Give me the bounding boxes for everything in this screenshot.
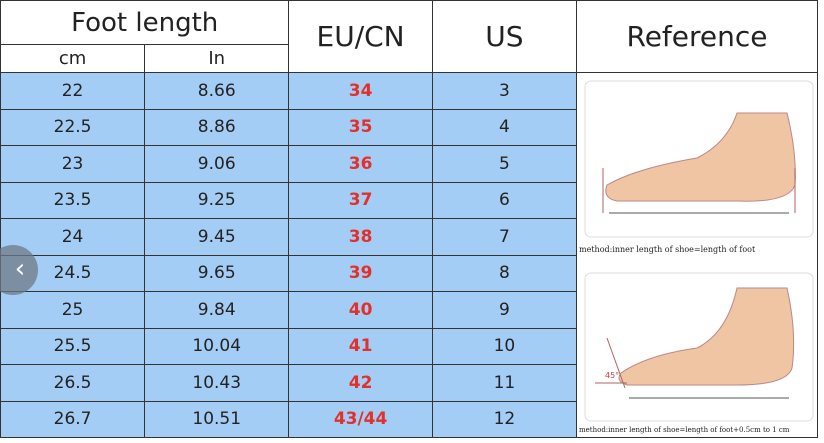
cell-us: 11 [431, 364, 578, 402]
cell-in: 10.43 [144, 364, 290, 402]
reference-illustration: 45° method:inner length of shoe=length o… [577, 73, 817, 437]
cell-in: 9.45 [144, 218, 290, 256]
cell-eu: 42 [288, 364, 433, 402]
cell-in: 8.66 [144, 72, 290, 110]
cell-eu: 41 [288, 327, 433, 365]
table-row: 22.5 8.86 35 4 [0, 108, 818, 146]
header-foot-length: Foot length [0, 0, 290, 45]
cell-cm: 25.5 [0, 327, 146, 365]
cell-cm: 22.5 [0, 108, 146, 146]
cell-in: 9.65 [144, 254, 290, 292]
cell-eu: 37 [288, 181, 433, 219]
cell-eu: 34 [288, 72, 433, 110]
cell-eu: 40 [288, 291, 433, 329]
reference-cell: 45° method:inner length of shoe=length o… [576, 72, 818, 438]
cell-cm: 26.7 [0, 400, 146, 438]
cell-us: 12 [431, 400, 578, 438]
header-in: In [144, 44, 290, 73]
foot-measurement-icon: 45° [584, 80, 814, 422]
cell-cm: 26.5 [0, 364, 146, 402]
cell-eu: 35 [288, 108, 433, 146]
table-row: 26.7 10.51 43/44 12 [0, 400, 818, 438]
table-row: 22 8.66 34 3 45° method:inner length of sho… [0, 72, 818, 438]
cell-us: 6 [431, 181, 578, 219]
table-row: 25.5 10.04 41 10 [0, 327, 818, 365]
header-reference: Reference [576, 0, 818, 73]
cell-us: 7 [431, 218, 578, 256]
table-row: 24.5 9.65 39 8 [0, 254, 818, 292]
cell-eu: 38 [288, 218, 433, 256]
table-row: 25 9.84 40 9 [0, 291, 818, 329]
cell-us: 3 [431, 72, 578, 110]
angle-label: 45° [605, 371, 619, 380]
cell-in: 10.51 [144, 400, 290, 438]
cell-cm: 25 [0, 291, 146, 329]
cell-in: 9.06 [144, 145, 290, 183]
header-eu-cn: EU/CN [288, 0, 433, 73]
cell-us: 4 [431, 108, 578, 146]
cell-in: 9.84 [144, 291, 290, 329]
cell-us: 10 [431, 327, 578, 365]
cell-eu: 39 [288, 254, 433, 292]
header-cm: cm [0, 44, 146, 73]
cell-in: 8.86 [144, 108, 290, 146]
reference-caption-1: method:inner length of shoe=length of fo… [579, 245, 756, 254]
cell-in: 10.04 [144, 327, 290, 365]
header-us: US [431, 0, 578, 73]
cell-cm: 23.5 [0, 181, 146, 219]
cell-us: 5 [431, 145, 578, 183]
chevron-left-icon: ‹ [14, 254, 26, 284]
cell-cm: 22 [0, 72, 146, 110]
cell-cm: 23 [0, 145, 146, 183]
cell-eu: 43/44 [288, 400, 433, 438]
cell-in: 9.25 [144, 181, 290, 219]
cell-us: 9 [431, 291, 578, 329]
cell-us: 8 [431, 254, 578, 292]
cell-eu: 36 [288, 145, 433, 183]
table-row: 26.5 10.43 42 11 [0, 364, 818, 402]
reference-caption-2: method:inner length of shoe=length of fo… [579, 426, 790, 434]
